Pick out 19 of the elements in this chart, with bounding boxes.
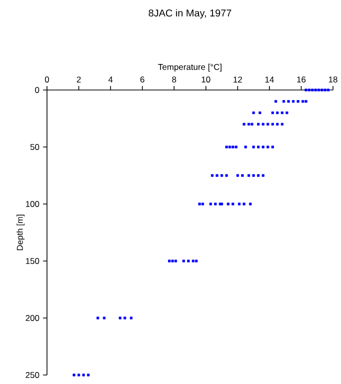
x-tick-label: 4: [108, 76, 113, 82]
y-tick-label: 0: [35, 87, 40, 93]
y-axis-title: Depth [m]: [16, 214, 25, 250]
y-tick-label: 50: [30, 144, 40, 150]
y-tick-label: 100: [26, 201, 40, 207]
x-tick-label: 16: [297, 76, 306, 82]
x-tick-label: 8: [172, 76, 176, 82]
x-axis-title: Temperature [°C]: [158, 64, 222, 72]
x-tick-label: 0: [44, 76, 50, 82]
x-tick-label: 14: [265, 76, 274, 82]
x-tick-label: 2: [76, 76, 81, 82]
y-tick-label: 150: [26, 258, 40, 264]
y-tick-label: 200: [26, 315, 40, 321]
x-tick-label: 10: [202, 76, 210, 82]
x-tick-label: 6: [140, 76, 144, 82]
y-tick-label: 250: [26, 372, 40, 378]
chart-title: 8JAC in May, 1977: [148, 9, 232, 18]
x-tick-label: 18: [328, 76, 338, 82]
x-tick-label: 12: [234, 76, 242, 82]
